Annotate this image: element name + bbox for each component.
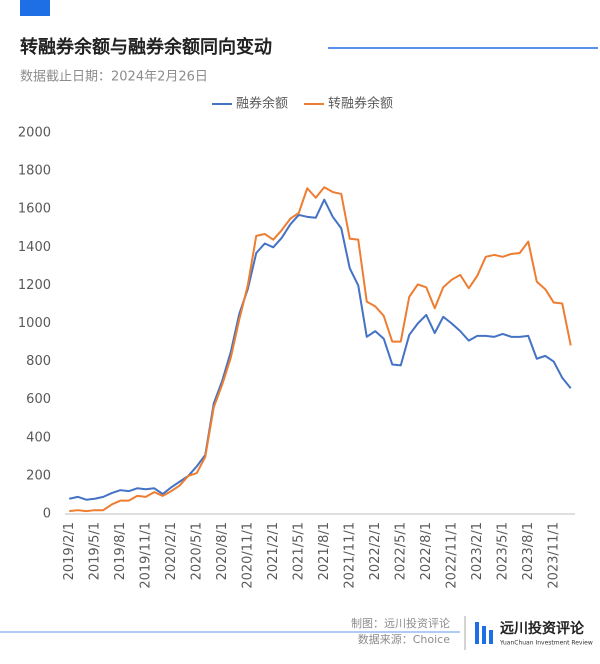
- x-tick-label: 2021/5/1: [291, 522, 306, 580]
- brand: 远川投资评论: [500, 620, 585, 637]
- brand-en: YuanChuan Investment Review: [499, 640, 593, 647]
- x-tick-label: 2020/11/1: [240, 522, 255, 589]
- x-tick-label: 2019/8/1: [113, 522, 128, 580]
- x-tick-label: 2023/5/1: [495, 522, 510, 580]
- y-tick-label: 1200: [18, 278, 51, 293]
- x-tick-label: 2022/11/1: [444, 522, 459, 589]
- source: 数据来源：Choice: [358, 632, 450, 646]
- y-tick-label: 1400: [18, 240, 51, 255]
- x-tick-label: 2023/8/1: [521, 522, 536, 580]
- brand-logo: [475, 622, 493, 644]
- x-tick-label: 2022/5/1: [393, 522, 408, 580]
- y-tick-label: 0: [43, 507, 51, 522]
- series-line: [69, 186, 572, 513]
- legend-label: 转融券余额: [328, 96, 393, 112]
- y-tick-label: 2000: [18, 126, 51, 141]
- x-tick-label: 2019/5/1: [87, 522, 102, 580]
- x-tick-label: 2023/11/1: [546, 522, 561, 589]
- credit: 制图：远川投资评论: [351, 616, 450, 630]
- x-tick-label: 2020/2/1: [164, 522, 179, 580]
- y-tick-label: 800: [26, 354, 51, 369]
- chart-subtitle: 数据截止日期：2024年2月26日: [20, 70, 208, 85]
- x-tick-label: 2021/11/1: [342, 522, 357, 589]
- y-tick-label: 1800: [18, 164, 51, 179]
- x-tick-label: 2020/8/1: [215, 522, 230, 580]
- chart-title: 转融券余额与融券余额同向变动: [20, 36, 272, 58]
- y-tick-label: 200: [26, 468, 51, 483]
- x-tick-label: 2021/2/1: [266, 522, 281, 580]
- x-tick-label: 2019/2/1: [62, 522, 77, 580]
- legend-label: 融券余额: [236, 96, 288, 112]
- x-tick-label: 2020/5/1: [189, 522, 204, 580]
- y-tick-label: 600: [26, 392, 51, 407]
- header-badge: [20, 0, 50, 16]
- x-tick-label: 2023/2/1: [470, 522, 485, 580]
- x-tick-label: 2022/2/1: [368, 522, 383, 580]
- y-tick-label: 1000: [18, 316, 51, 331]
- plot: 0 200 400 600 800 1000 1200 1400 1600 1800 2000 201…: [18, 96, 575, 589]
- y-tick-label: 1600: [18, 202, 51, 217]
- series-line: [69, 198, 572, 501]
- y-tick-label: 400: [26, 430, 51, 445]
- x-tick-label: 2022/8/1: [419, 522, 434, 580]
- x-tick-label: 2021/8/1: [317, 522, 332, 580]
- x-tick-label: 2019/11/1: [138, 522, 153, 589]
